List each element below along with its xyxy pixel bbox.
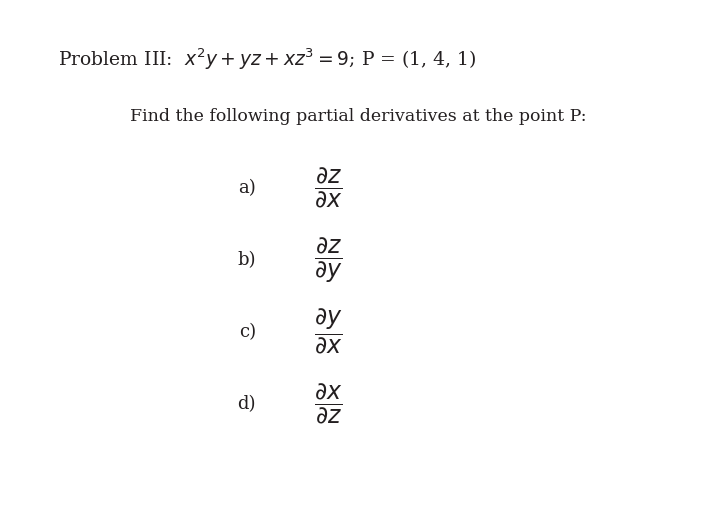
Text: Find the following partial derivatives at the point P:: Find the following partial derivatives a… (130, 108, 586, 125)
Text: a): a) (238, 179, 256, 197)
Text: d): d) (237, 396, 256, 413)
Text: $\dfrac{\partial z}{\partial x}$: $\dfrac{\partial z}{\partial x}$ (314, 166, 342, 210)
Text: $\dfrac{\partial y}{\partial x}$: $\dfrac{\partial y}{\partial x}$ (314, 308, 342, 356)
Text: c): c) (239, 323, 256, 341)
Text: $\dfrac{\partial x}{\partial z}$: $\dfrac{\partial x}{\partial z}$ (314, 382, 342, 426)
Text: Problem III:  $x^2y + yz + xz^3 = 9$; P = (1, 4, 1): Problem III: $x^2y + yz + xz^3 = 9$; P =… (58, 46, 476, 72)
Text: $\dfrac{\partial z}{\partial y}$: $\dfrac{\partial z}{\partial y}$ (314, 235, 342, 285)
Text: b): b) (237, 251, 256, 269)
